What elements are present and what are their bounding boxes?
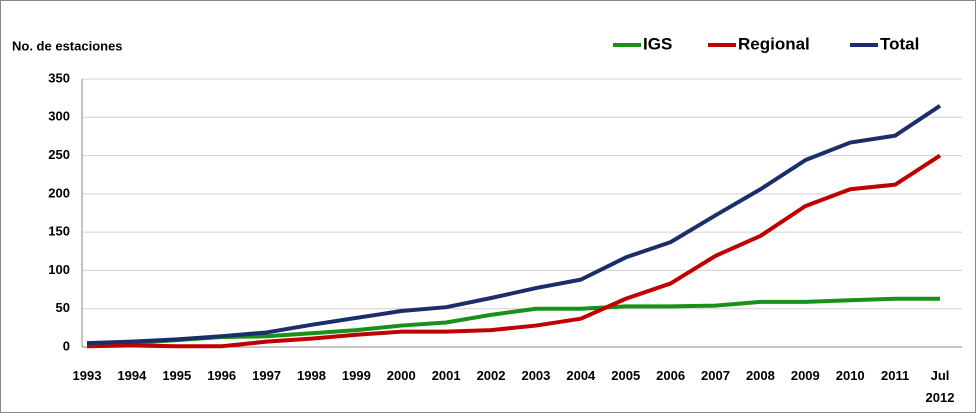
x-tick-label: 1995 [162, 368, 192, 383]
chart-title: No. de estaciones [12, 38, 123, 53]
y-tick-label: 100 [48, 262, 70, 277]
x-tick-label: 2011 [880, 368, 910, 383]
y-tick-label: 50 [56, 300, 70, 315]
x-tick-label: 2009 [790, 368, 820, 383]
x-tick-label: 1993 [72, 368, 102, 383]
x-tick-label: Jul 2012 [925, 368, 955, 405]
y-tick-label: 250 [48, 147, 70, 162]
x-tick-label: 2004 [566, 368, 596, 383]
x-tick-label: 1997 [252, 368, 282, 383]
x-tick-label: 2008 [745, 368, 775, 383]
series-line [86, 104, 942, 346]
x-tick-label: 1998 [297, 368, 326, 383]
x-tick-label: 2006 [656, 368, 686, 383]
legend-label: IGS [643, 34, 672, 53]
y-tick-label: 200 [48, 185, 70, 200]
x-tick-label: 1994 [117, 368, 147, 383]
x-tick-label: 2007 [701, 368, 730, 383]
legend-label: Total [880, 34, 919, 53]
x-tick-label: 2010 [835, 368, 865, 383]
x-tick-label: 2005 [611, 368, 641, 383]
y-tick-label: 350 [48, 70, 70, 85]
x-tick-label: 1999 [341, 368, 371, 383]
x-tick-label: 2002 [476, 368, 506, 383]
series-line [86, 153, 942, 349]
x-tick-label: 2000 [386, 368, 416, 383]
y-tick-label: 300 [48, 109, 70, 124]
x-tick-label: 1996 [207, 368, 237, 383]
x-tick-label: 2003 [521, 368, 551, 383]
legend-label: Regional [738, 34, 810, 53]
x-tick-label: 2001 [431, 368, 461, 383]
y-tick-label: 150 [48, 224, 70, 239]
y-tick-label: 0 [63, 338, 70, 353]
